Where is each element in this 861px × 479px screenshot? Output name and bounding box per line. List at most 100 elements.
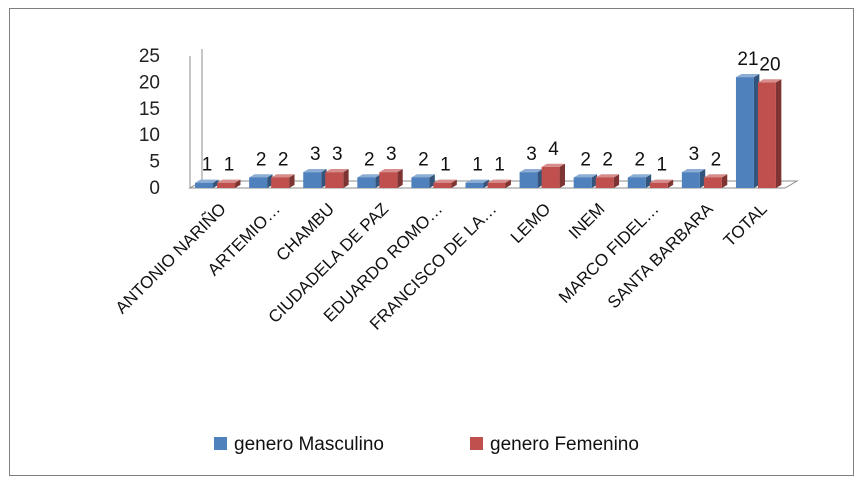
bar-front: [325, 172, 344, 188]
category-label: INEM: [565, 199, 608, 242]
legend-swatch: [470, 437, 483, 450]
bar-top: [249, 174, 273, 178]
bar-femenino: [217, 179, 241, 188]
bar-femenino: [757, 79, 782, 188]
category-label: SANTA BARBARA: [604, 199, 717, 312]
bar-femenino: [379, 169, 403, 188]
data-label: 2: [711, 149, 722, 170]
data-label: 2: [278, 149, 289, 170]
data-label: 2: [634, 149, 645, 170]
bar-top: [379, 169, 403, 173]
data-label: 20: [759, 54, 780, 75]
bar-side: [775, 79, 782, 188]
data-label: 21: [737, 49, 758, 70]
data-label: 4: [548, 139, 559, 160]
bar-top: [541, 163, 565, 167]
bar-top: [465, 179, 489, 183]
data-label: 3: [526, 144, 537, 165]
bar-masculino: [357, 174, 381, 188]
bar-femenino: [271, 174, 295, 188]
category-label: MARCO FIDEL…: [555, 199, 663, 307]
y-tick-label: 5: [149, 152, 160, 173]
legend-swatch: [214, 437, 227, 450]
data-label: 2: [418, 149, 429, 170]
bar-top: [303, 169, 327, 173]
y-tick-label: 0: [149, 178, 160, 199]
bar-top: [595, 174, 620, 178]
bar-femenino: [433, 179, 457, 188]
bar-side: [483, 179, 489, 188]
bar-masculino: [249, 174, 273, 188]
y-tick-label: 25: [139, 46, 160, 67]
bar-side: [451, 179, 457, 188]
bar-masculino: [519, 169, 543, 188]
chart-frame: [9, 8, 854, 476]
bar-top: [357, 174, 381, 178]
data-label: 2: [256, 149, 267, 170]
bar-top: [411, 174, 435, 178]
bar-femenino: [487, 179, 511, 188]
bar-side: [559, 163, 565, 188]
bars: [195, 73, 782, 188]
bar-side: [505, 179, 511, 188]
bar-front: [487, 182, 506, 188]
data-label: 1: [656, 155, 667, 176]
bar-top: [217, 179, 241, 183]
legend: genero Masculino genero Femenino: [214, 434, 639, 455]
bar-front: [217, 182, 236, 188]
bar-femenino: [703, 174, 728, 188]
bar-femenino: [325, 169, 349, 188]
bar-side: [721, 174, 728, 188]
data-label: 1: [472, 155, 483, 176]
bar-top: [487, 179, 511, 183]
bar-front: [541, 166, 560, 188]
bar-top: [649, 179, 674, 183]
bar-masculino: [411, 174, 435, 188]
data-label: 1: [202, 155, 213, 176]
bar-top: [627, 174, 652, 178]
bar-side: [235, 179, 241, 188]
bar-masculino: [303, 169, 327, 188]
bar-front: [249, 177, 268, 188]
bar-front: [195, 182, 214, 188]
bar-front: [379, 172, 398, 188]
bar-front: [433, 182, 452, 188]
legend-label: genero Femenino: [490, 434, 639, 455]
bar-front: [681, 172, 700, 188]
data-label: 3: [689, 144, 700, 165]
bar-masculino: [465, 179, 489, 188]
bar-front: [735, 77, 754, 188]
bar-front: [465, 182, 484, 188]
bar-front: [519, 172, 538, 188]
data-label: 1: [224, 155, 235, 176]
y-tick-label: 10: [139, 125, 160, 146]
category-label: LEMO: [507, 199, 555, 247]
bar-masculino: [681, 169, 706, 188]
bar-top: [703, 174, 728, 178]
bar-top: [195, 179, 219, 183]
bar-side: [343, 169, 349, 188]
data-label: 3: [310, 144, 321, 165]
y-tick-label: 20: [139, 72, 160, 93]
bar-front: [303, 172, 322, 188]
data-label: 1: [440, 155, 451, 176]
bar-masculino: [195, 179, 219, 188]
bar-top: [735, 73, 760, 78]
bar-femenino: [541, 163, 565, 188]
bar-top: [573, 174, 598, 178]
bar-front: [649, 182, 668, 188]
bar-front: [757, 82, 776, 188]
bar-side: [213, 179, 219, 188]
category-label: TOTAL: [720, 199, 771, 250]
data-label: 3: [332, 144, 343, 165]
data-label: 3: [386, 144, 397, 165]
data-labels: 1 1 2 2 3 3 2 3 2 1 1 13 42 2 2 13 221 20: [202, 49, 781, 176]
bar-top: [519, 169, 543, 173]
bar-front: [595, 177, 614, 188]
bar-side: [667, 179, 674, 188]
data-label: 2: [364, 149, 375, 170]
bar-masculino: [627, 174, 652, 188]
bar-top: [757, 79, 782, 83]
